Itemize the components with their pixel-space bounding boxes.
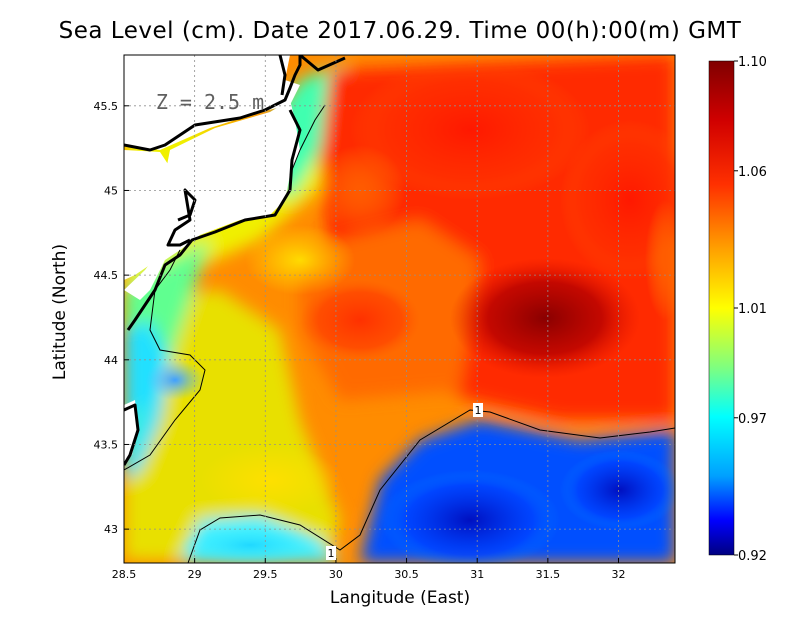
x-axis-label: Langitude (East) bbox=[329, 588, 471, 608]
contour-line bbox=[124, 104, 675, 563]
sea-level-field bbox=[124, 55, 675, 563]
colorbar-label: 1.06 bbox=[738, 165, 767, 180]
x-tick-label: 30.5 bbox=[394, 568, 419, 581]
contour-labels: 1 1 bbox=[326, 403, 483, 560]
colorbar-labels: 1.10 1.06 1.01 0.97 0.92 bbox=[734, 55, 767, 564]
x-tick-label: 29.5 bbox=[253, 568, 278, 581]
x-tick-label: 30 bbox=[329, 568, 343, 581]
colorbar-label: 1.01 bbox=[738, 302, 767, 317]
x-tick-label: 32 bbox=[611, 568, 625, 581]
map-title: Sea Level (cm). Date 2017.06.29. Time 00… bbox=[58, 18, 742, 44]
y-tick-label: 43 bbox=[104, 523, 118, 536]
x-tick-label: 29 bbox=[188, 568, 202, 581]
x-tick-label: 28.5 bbox=[112, 568, 137, 581]
colorbar bbox=[708, 60, 735, 556]
depth-label: Z = 2.5 m bbox=[156, 90, 264, 114]
contour-label: 1 bbox=[475, 404, 482, 417]
map-grid bbox=[124, 55, 675, 563]
y-tick-label: 44 bbox=[104, 354, 118, 367]
y-tick-label: 44.5 bbox=[94, 269, 119, 282]
y-tick-label: 45.5 bbox=[94, 100, 119, 113]
y-tick-label: 45 bbox=[104, 184, 118, 197]
x-tick-label: 31 bbox=[470, 568, 484, 581]
y-tick-label: 43.5 bbox=[94, 438, 119, 451]
map-frame bbox=[123, 54, 676, 564]
contour-label: 1 bbox=[328, 547, 335, 560]
y-axis: 43 43.5 44 44.5 45 45.5 bbox=[94, 100, 129, 536]
x-axis: 28.5 29 29.5 30 30.5 31 31.5 32 bbox=[112, 558, 625, 581]
colorbar-label: 1.10 bbox=[738, 55, 767, 70]
x-tick-label: 31.5 bbox=[536, 568, 561, 581]
colorbar-label: 0.92 bbox=[738, 549, 767, 564]
colorbar-label: 0.97 bbox=[738, 412, 767, 427]
y-axis-label: Latitude (North) bbox=[50, 243, 70, 381]
